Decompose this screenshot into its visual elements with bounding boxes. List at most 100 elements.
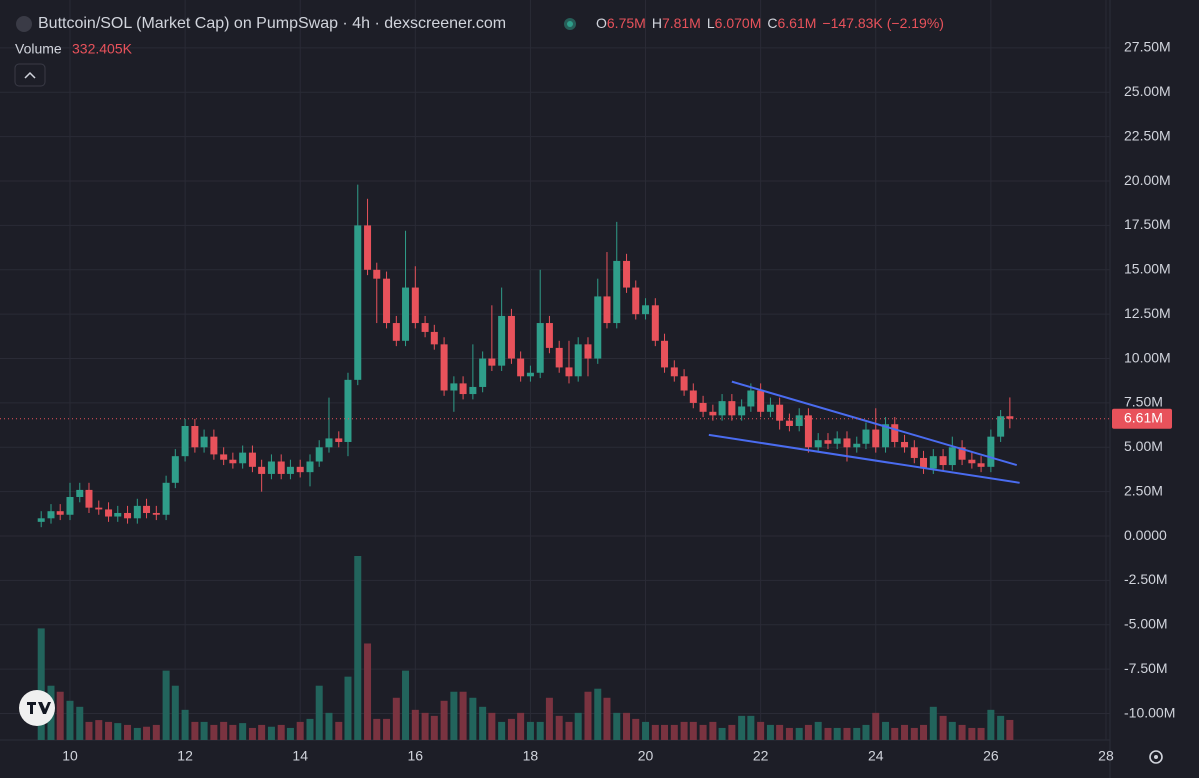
volume-bar [1006, 719, 1014, 740]
volume-bar [766, 724, 774, 740]
chart-title: Buttcoin/SOL (Market Cap) on PumpSwap · … [38, 15, 506, 32]
candle-body [872, 429, 880, 448]
candle-body [76, 489, 84, 498]
volume-legend-name: Volume [15, 41, 62, 57]
volume-bar [584, 691, 592, 740]
y-tick-label: 10.00M [1124, 349, 1171, 365]
x-tick-label: 22 [753, 748, 769, 764]
candle-body [286, 466, 294, 474]
candle-body [469, 386, 477, 395]
volume-bar [833, 727, 841, 740]
volume-bar [728, 724, 736, 740]
candle-body [229, 459, 237, 464]
y-tick-label: 17.50M [1124, 216, 1171, 232]
volume-bar [124, 724, 132, 740]
plot [0, 184, 1110, 740]
volume-bar [862, 724, 870, 740]
candle-body [689, 390, 697, 403]
volume-bar [66, 700, 74, 740]
candle-body [536, 323, 544, 373]
volume-bar [901, 724, 909, 740]
candle-body [315, 447, 323, 462]
volume-bar [239, 723, 247, 740]
candle-body [594, 296, 602, 359]
volume-bar [306, 718, 314, 740]
volume-bar [76, 706, 84, 740]
y-tick-label: 2.50M [1124, 482, 1163, 498]
volume-bar [488, 712, 496, 740]
candle-body [143, 505, 151, 513]
candle-body [766, 404, 774, 412]
candle-body [210, 436, 218, 455]
candle-body [124, 512, 132, 519]
candle-body [977, 463, 985, 467]
volume-bar [997, 715, 1005, 740]
volume-bar [498, 721, 506, 740]
candle-body [603, 296, 611, 324]
volume-bar [987, 709, 995, 740]
volume-bar [853, 727, 861, 740]
candle-body [642, 305, 650, 315]
volume-bar [411, 709, 419, 740]
volume-bar [335, 721, 343, 740]
volume-bar [709, 721, 717, 740]
volume-bar [929, 706, 937, 740]
volume-bar [37, 628, 45, 740]
volume-bar [162, 670, 170, 740]
ohlc-key: L [707, 15, 715, 31]
volume-bar [785, 727, 793, 740]
volume-bar [574, 712, 582, 740]
volume-bar [603, 697, 611, 740]
x-tick-label: 12 [177, 748, 193, 764]
volume-bar [642, 721, 650, 740]
settings-icon[interactable] [1149, 750, 1163, 764]
candle-body [267, 461, 275, 474]
candle-body [133, 505, 141, 519]
candle-body [37, 518, 45, 522]
candle-body [709, 411, 717, 416]
volume-bar [440, 700, 448, 740]
volume-bar [181, 709, 189, 740]
volume-bar [804, 724, 812, 740]
volume-bar [594, 688, 602, 740]
volume-bar [430, 715, 438, 740]
candle-body [220, 454, 228, 460]
volume-bar [364, 643, 372, 740]
candle-body [891, 424, 899, 442]
ohlc-value: 7.81M [662, 15, 701, 31]
change-percent: (−2.19%) [887, 15, 944, 31]
ohlc-legend: O6.75M H7.81M L6.070M C6.61M −147.83K (−2.19%… [596, 15, 944, 31]
candle-body [574, 344, 582, 377]
volume-bar [776, 724, 784, 740]
settings-icon-center [1154, 755, 1158, 759]
volume-bar [718, 727, 726, 740]
candle-body [114, 512, 122, 517]
candle-body [392, 323, 400, 341]
candle-body [545, 323, 553, 348]
y-tick-label: 7.50M [1124, 394, 1163, 410]
ohlc-value: 6.61M [777, 15, 816, 31]
volume-bar [277, 724, 285, 740]
tv-logo-mark [27, 702, 51, 714]
volume-bar [651, 724, 659, 740]
volume-bar [882, 721, 890, 740]
volume-bar [795, 727, 803, 740]
volume-bar [459, 691, 467, 740]
candle-body [968, 459, 976, 464]
y-tick-label: 20.00M [1124, 172, 1171, 188]
candle-body [958, 447, 966, 460]
trendline [708, 433, 1020, 484]
candle-body [277, 461, 285, 474]
volume-bar [939, 715, 947, 740]
collapse-button[interactable] [14, 63, 46, 87]
y-tick-label: 0.0000 [1124, 527, 1167, 543]
candle-body [939, 456, 947, 466]
change-value: −147.83K [822, 15, 883, 31]
candle-body [344, 379, 352, 442]
y-tick-label: -2.50M [1124, 571, 1168, 587]
tv-logo[interactable] [19, 690, 55, 726]
volume-bar [191, 721, 199, 740]
volume-bar [296, 721, 304, 740]
volume-bar [613, 712, 621, 740]
volume-bar [354, 556, 362, 740]
